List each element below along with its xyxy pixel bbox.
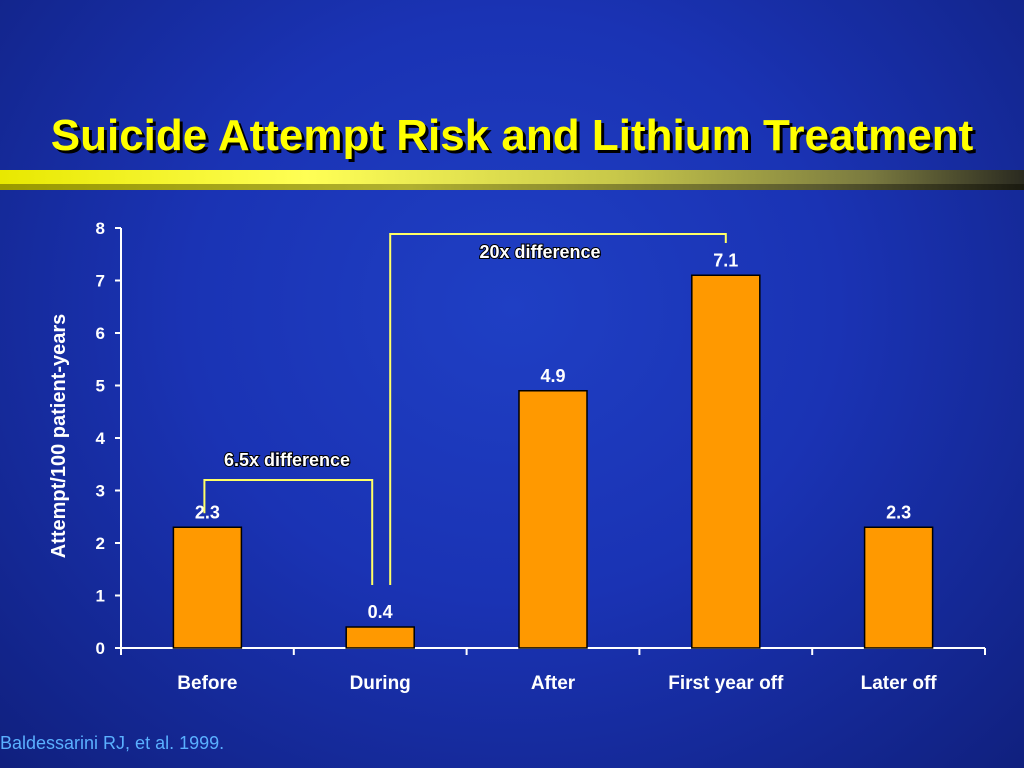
title-underline-shadow [0, 184, 1024, 190]
y-axis: 0 1 2 3 4 5 6 7 8 [96, 219, 122, 658]
bar-first-year-off [691, 274, 761, 649]
difference-label: 20x difference [479, 242, 600, 262]
x-tick-label: Later off [861, 673, 938, 694]
bar-after [518, 390, 588, 649]
data-label: 0.4 [368, 602, 393, 622]
citation: Baldessarini RJ, et al. 1999. [0, 733, 225, 753]
x-tick-label: During [350, 673, 411, 694]
difference-bracket [203, 479, 374, 585]
data-label: 4.9 [540, 366, 565, 386]
data-label: 2.3 [195, 502, 220, 522]
bar-during [345, 626, 415, 649]
y-tick-label: 6 [96, 324, 105, 343]
y-tick-label: 1 [96, 587, 105, 606]
slide-title: Suicide Attempt Risk and Lithium Treatme… [50, 111, 974, 160]
y-tick-label: 2 [96, 534, 105, 553]
y-tick-label: 7 [96, 272, 105, 291]
y-tick-label: 4 [96, 429, 106, 448]
difference-bracket [389, 233, 727, 585]
data-label: 2.3 [886, 502, 911, 522]
x-tick-label: First year off [668, 673, 784, 694]
y-tick-label: 0 [96, 639, 105, 658]
bar-later-off [863, 526, 934, 649]
x-axis: Before During After First year off Later off [120, 647, 986, 694]
bars: 2.3 0.4 4.9 7.1 2.3 [172, 250, 934, 649]
y-tick-label: 3 [96, 482, 105, 501]
y-axis-label: Attempt/100 patient-years [48, 314, 70, 559]
difference-label: 6.5x difference [224, 450, 350, 470]
bar-before [172, 526, 243, 649]
y-tick-label: 8 [96, 219, 105, 238]
x-tick-label: After [531, 673, 576, 694]
y-tick-label: 5 [96, 377, 105, 396]
data-label: 7.1 [713, 250, 738, 270]
annotations: 6.5x difference 20x difference [203, 233, 727, 585]
x-tick-label: Before [177, 673, 237, 694]
